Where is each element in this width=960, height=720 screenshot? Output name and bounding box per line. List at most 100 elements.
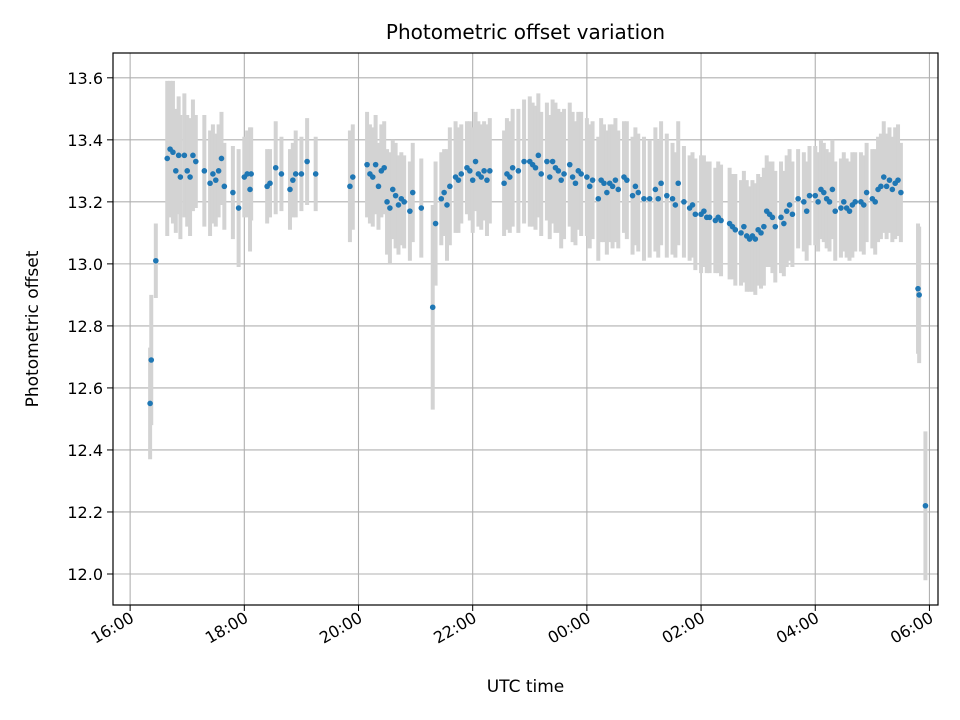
y-tick-label: 12.4 [67,441,103,460]
data-point [732,226,739,233]
data-point [438,195,445,202]
data-point [230,189,236,196]
y-tick-label: 13.0 [67,255,103,274]
data-point [148,357,155,363]
data-point [786,202,793,208]
data-point [601,180,607,187]
data-point [458,171,465,177]
data-point [658,180,664,187]
data-point [487,168,493,174]
data-point [447,183,453,190]
data-point [669,195,676,202]
data-point [624,177,630,183]
data-point [604,189,610,196]
data-point [484,177,490,183]
data-point [889,186,896,193]
data-point [298,171,305,177]
data-point [201,168,208,174]
data-point [863,189,870,196]
data-point [795,195,801,202]
data-point [409,189,416,196]
data-point [190,152,196,159]
data-point [569,174,576,180]
data-point [922,502,929,509]
data-point [692,211,699,218]
data-point [806,192,813,199]
data-point [652,186,659,193]
data-point [880,174,887,180]
data-point [544,158,550,165]
data-point [758,230,764,236]
data-point [916,292,922,298]
data-point [381,164,387,171]
data-point [558,177,564,183]
data-point [872,199,878,205]
x-tick-label: 02:00 [659,608,708,648]
data-point [829,186,836,193]
data-point [392,192,399,199]
data-point [164,155,171,162]
data-point [207,180,213,187]
data-point [609,183,616,190]
data-point [472,158,479,165]
data-point [147,400,153,407]
y-axis: 12.0 12.2 12.4 12.6 12.8 13.0 13.2 13.4 13.6 [67,69,113,584]
data-point [210,171,216,177]
data-point [675,180,682,187]
data-point [718,217,724,224]
data-point [387,205,393,211]
data-point [566,161,573,168]
data-point [832,208,839,214]
data-point [655,195,662,202]
data-point [629,192,636,199]
data-point [883,183,890,190]
data-point [349,174,356,180]
data-point [175,152,182,159]
data-point [769,214,776,221]
data-point [801,199,807,205]
data-point [664,192,670,199]
data-point [432,220,439,227]
data-point [632,183,639,190]
data-point [738,230,744,236]
data-point [586,183,593,190]
data-point [267,180,273,187]
data-point [395,202,402,208]
data-point [538,171,545,177]
plot-frame [112,52,939,606]
data-point [429,304,436,311]
data-point [364,161,370,168]
x-tick-label: 06:00 [887,608,936,648]
data-point [407,208,413,214]
data-point [852,199,859,205]
data-point [886,177,893,183]
x-tick-label: 22:00 [430,608,479,648]
data-point [781,220,787,227]
data-point [646,195,653,202]
data-point [555,168,562,174]
data-point [469,177,476,183]
data-point [549,158,556,165]
data-point [778,214,784,221]
data-point [612,177,619,183]
x-tick-label: 20:00 [316,608,365,648]
data-point [181,152,188,159]
data-point [532,164,539,171]
data-point [187,174,193,180]
data-point [915,285,921,292]
data-point [287,186,293,193]
data-point [846,208,853,214]
data-point [572,180,579,187]
data-point [578,171,584,177]
data-point [826,199,833,205]
data-point [441,189,447,196]
data-point [478,174,485,180]
data-point [272,164,279,171]
data-point [561,171,567,177]
data-point [741,223,747,230]
data-point [218,155,225,162]
data-point [815,199,821,205]
data-point [672,202,679,208]
data-point [292,171,299,177]
